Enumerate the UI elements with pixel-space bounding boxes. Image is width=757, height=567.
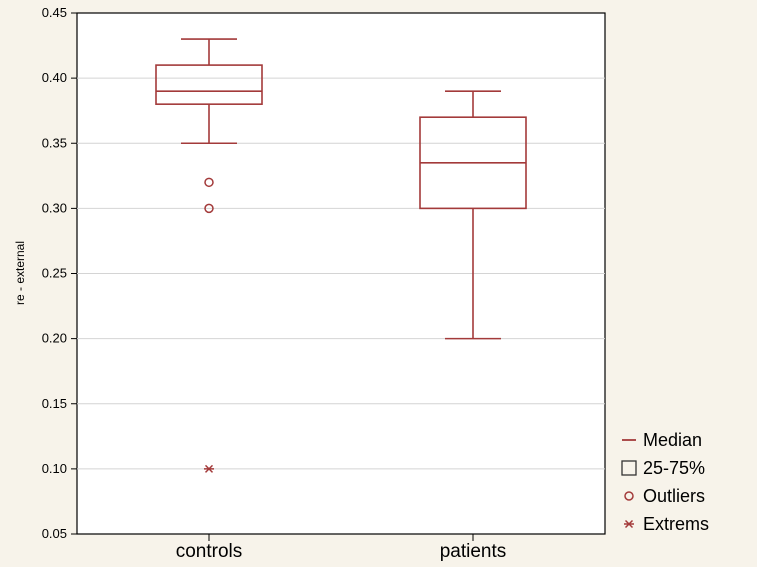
legend-label: Median (643, 430, 702, 450)
outlier-point (204, 177, 214, 188)
legend-label: Extrems (643, 514, 709, 534)
box-patients (419, 90, 527, 340)
boxes (155, 38, 527, 473)
y-tick-label: 0.20 (42, 331, 67, 346)
box-controls (155, 38, 263, 473)
extreme-point (204, 464, 214, 473)
y-tick-label: 0.05 (42, 526, 67, 541)
legend-item-outlier: Outliers (624, 486, 705, 506)
legend-extreme-swatch (624, 519, 634, 529)
y-tick-label: 0.40 (42, 70, 67, 85)
x-category-label: controls (176, 541, 243, 562)
legend-outlier-swatch (624, 491, 634, 501)
y-tick-label: 0.30 (42, 200, 67, 215)
x-category-label: patients (440, 541, 507, 562)
y-axis-title: re - external (13, 241, 27, 305)
legend-box-swatch (621, 460, 637, 476)
iqr-box (155, 64, 263, 105)
outlier-point (204, 203, 214, 214)
y-tick-label: 0.35 (42, 135, 67, 150)
y-tick-label: 0.45 (42, 5, 67, 20)
legend-label: Outliers (643, 486, 705, 506)
y-tick-label: 0.15 (42, 396, 67, 411)
legend-extreme-stroke (624, 519, 634, 529)
extreme-stroke (204, 464, 214, 473)
grid-lines (77, 77, 605, 470)
y-tick-label: 0.10 (42, 461, 67, 476)
x-axis: controls patients (176, 534, 507, 562)
y-axis: 0.05 0.10 0.15 0.20 0.25 0.30 0.35 0.40 0.45 (42, 5, 77, 541)
legend-label: 25-75% (643, 458, 705, 478)
legend-item-extreme: Extrems (624, 514, 709, 534)
y-tick-label: 0.25 (42, 266, 67, 281)
legend: Median 25-75% Outliers Extrems (621, 430, 709, 534)
legend-item-median: Median (622, 430, 702, 450)
legend-item-box: 25-75% (621, 458, 705, 478)
